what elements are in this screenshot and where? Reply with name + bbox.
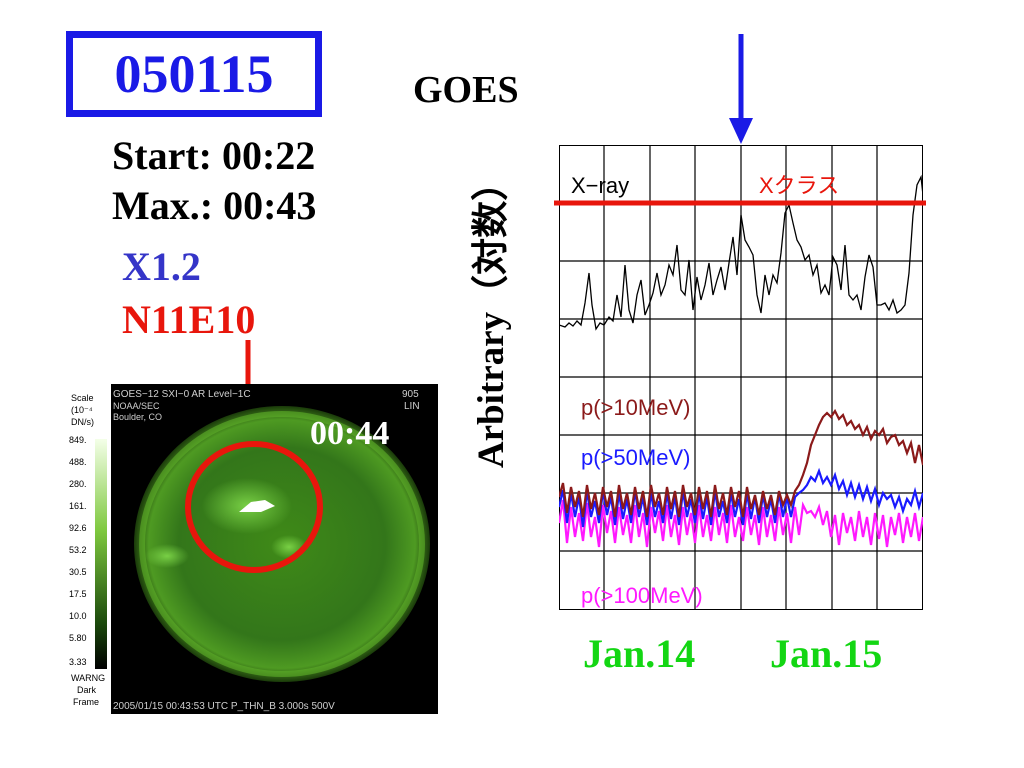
sxi-header-right2: LIN: [404, 401, 420, 412]
warning-line-1: WARNG: [71, 673, 105, 683]
flare-class: X1.2: [122, 244, 201, 289]
proton-10mev-curve: [559, 408, 923, 518]
proton-10mev-label: p(>10MeV): [581, 395, 690, 420]
solar-limb: [139, 411, 425, 677]
scale-label-1: Scale: [71, 393, 94, 403]
sxi-org-line2: Boulder, CO: [113, 412, 162, 422]
max-time: Max.: 00:43: [112, 183, 317, 228]
scale-value: 53.2: [69, 545, 87, 555]
goes-heading: GOES: [413, 69, 519, 111]
event-id: 050115: [114, 44, 274, 104]
sxi-footer: 2005/01/15 00:43:53 UTC P_THN_B 3.000s 5…: [113, 701, 335, 712]
flare-kernel: [239, 500, 275, 512]
scale-label-3: DN/s): [71, 417, 94, 427]
scale-value: 161.: [69, 501, 87, 511]
proton-50mev-label: p(>50MeV): [581, 445, 690, 470]
sxi-solar-image: Scale (10⁻⁴ DN/s) 849. 488. 280. 161. 92…: [67, 384, 438, 714]
warning-line-2: Dark: [77, 685, 97, 695]
flare-location: N11E10: [122, 297, 256, 342]
scale-value: 5.80: [69, 633, 87, 643]
proton-50mev-curve: [559, 467, 923, 528]
scale-value: 280.: [69, 479, 87, 489]
scale-value: 849.: [69, 435, 87, 445]
event-marker-arrow: [729, 34, 753, 144]
y-axis-label: Arbitrary（対数）: [471, 163, 512, 469]
proton-100mev-label: p(>100MeV): [581, 583, 703, 608]
date-label-jan15: Jan.15: [770, 631, 883, 676]
warning-line-3: Frame: [73, 697, 99, 707]
scale-value: 30.5: [69, 567, 87, 577]
scale-value: 10.0: [69, 611, 87, 621]
xray-label: X−ray: [571, 173, 629, 198]
scale-label-2: (10⁻⁴: [71, 405, 93, 415]
scale-value: 17.5: [69, 589, 87, 599]
scale-value: 488.: [69, 457, 87, 467]
xray-curve: [559, 174, 923, 331]
scale-value: 3.33: [69, 657, 87, 667]
sxi-time-overlay: 00:44: [310, 415, 390, 452]
sxi-color-scale: [95, 439, 107, 669]
sxi-header-left: GOES−12 SXI−0 AR Level−1C: [113, 389, 251, 400]
sxi-header-right: 905: [402, 389, 419, 400]
event-id-box: 050115: [66, 31, 322, 117]
bright-region-east: [145, 544, 189, 568]
start-time: Start: 00:22: [112, 133, 316, 178]
proton-100mev-curve: [559, 499, 923, 548]
xclass-label: Xクラス: [759, 173, 839, 198]
sxi-org-line1: NOAA/SEC: [113, 401, 160, 411]
xclass-threshold-line: [554, 200, 926, 206]
goes-flux-plot: X−ray Xクラス p(>10MeV) p(>50MeV) p(>100MeV…: [559, 145, 923, 610]
flare-highlight-circle: [185, 441, 323, 573]
date-label-jan14: Jan.14: [583, 631, 696, 676]
scale-value: 92.6: [69, 523, 87, 533]
